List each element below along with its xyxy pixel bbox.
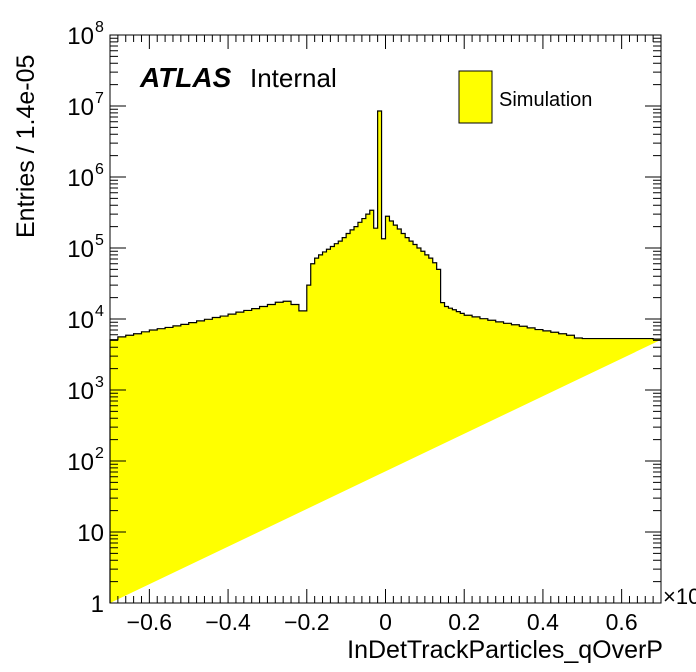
y-tick-label: 10 2 — [67, 445, 104, 476]
x-tick-label: 0 — [379, 609, 392, 635]
atlas-label: ATLAS — [139, 62, 232, 93]
y-tick-label: 10 3 — [67, 374, 104, 405]
y-tick-label-exponent: 3 — [95, 374, 104, 391]
y-tick-label: 1 — [91, 591, 104, 618]
x-tick-label: 0.4 — [527, 609, 559, 635]
x-tick-label: 0.6 — [606, 609, 638, 635]
legend: Simulation — [458, 70, 592, 124]
legend-label: Simulation — [499, 89, 592, 111]
y-tick-label-base: 1 — [91, 591, 104, 618]
y-tick-label-base: 10 — [67, 378, 94, 405]
x-tick-labels: −0.6 −0.4 −0.2 0 0.2 0.4 0.6 — [127, 609, 638, 635]
y-tick-label-base: 10 — [77, 520, 104, 547]
y-tick-label-exponent: 5 — [95, 232, 104, 249]
y-tick-label: 10 6 — [67, 161, 104, 192]
x-axis-multiplier: ×10 — [663, 584, 696, 609]
y-tick-label: 10 8 — [67, 19, 104, 50]
y-tick-label-exponent: 4 — [95, 303, 104, 320]
y-tick-label-exponent: 6 — [95, 161, 104, 178]
x-tick-label: −0.6 — [127, 609, 172, 635]
y-tick-label: 10 4 — [67, 303, 104, 334]
x-tick-label: −0.4 — [205, 609, 251, 635]
atlas-sublabel: Internal — [250, 63, 337, 93]
axis-ticks — [109, 35, 662, 604]
y-tick-label-exponent: 7 — [95, 90, 104, 107]
y-axis-title: Entries / 1.4e-05 — [12, 55, 40, 238]
histogram-bars — [109, 110, 662, 603]
y-tick-label-base: 10 — [67, 236, 94, 263]
y-tick-label-base: 10 — [67, 307, 94, 334]
y-tick-label-base: 10 — [67, 23, 94, 50]
histogram-layer — [109, 110, 662, 603]
x-axis-title: InDetTrackParticles_qOverP — [347, 636, 663, 664]
x-tick-label: 0.2 — [448, 609, 480, 635]
legend-swatch — [458, 70, 493, 124]
y-tick-label-base: 10 — [67, 449, 94, 476]
y-tick-label: 10 7 — [67, 90, 104, 121]
y-tick-label: 10 5 — [67, 232, 104, 263]
y-tick-label: 10 — [77, 520, 104, 547]
y-tick-label-exponent: 2 — [95, 445, 104, 462]
y-tick-label-exponent: 8 — [95, 19, 104, 36]
x-tick-label: −0.2 — [284, 609, 329, 635]
y-tick-label-base: 10 — [67, 165, 94, 192]
y-tick-label-base: 10 — [67, 94, 94, 121]
